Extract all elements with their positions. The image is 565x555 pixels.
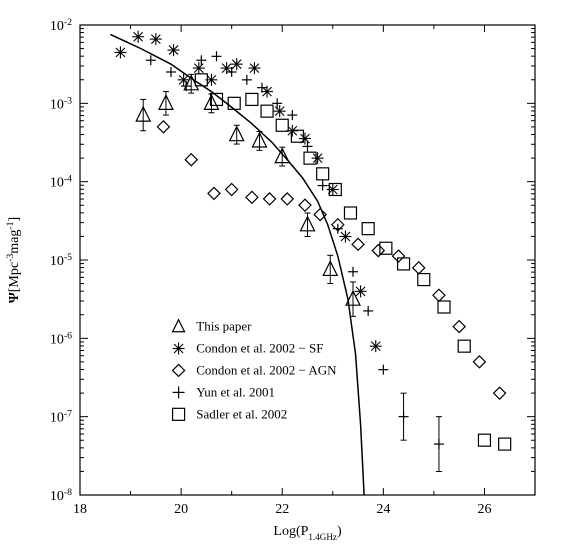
legend-label: Sadler et al. 2002 [196,406,287,421]
marker-condon_agn [157,121,169,133]
marker-sadler [228,97,240,109]
ytick-label: 10-8 [50,487,72,505]
marker-condon_agn [393,250,405,262]
legend-marker-diamond [173,364,185,376]
x-axis-label: Log(P1.4GHz) [273,524,342,542]
marker-condon_agn [185,154,197,166]
marker-sadler [499,438,511,450]
marker-sadler [344,207,356,219]
legend-label: Yun et al. 2001 [196,384,275,399]
marker-condon_agn [473,356,485,368]
ytick-label: 10-4 [50,173,72,191]
marker-condon_agn [208,187,220,199]
marker-sadler [246,93,258,105]
marker-condon_agn [246,191,258,203]
y-axis-label: Ψ[Mpc-3mag-1] [5,217,23,303]
ytick-label: 10-2 [50,17,72,35]
xtick-label: 22 [275,502,289,517]
marker-condon_agn [494,387,506,399]
chart-container: 18 20 22 24 26 Log(P1.4GHz) 10-8 10-7 10-6 10-5 10… [0,0,565,555]
ytick-label: 10-7 [50,408,72,426]
xtick-label: 18 [73,502,87,517]
ytick-label: 10-6 [50,330,72,348]
marker-sadler [362,223,374,235]
marker-sadler [478,434,490,446]
legend-label: Condon et al. 2002 − SF [196,341,323,356]
ytick-label: 10-3 [50,95,72,113]
marker-condon_agn [433,289,445,301]
ytick-label: 10-5 [50,252,72,270]
marker-sadler [418,274,430,286]
fit-line [110,34,364,495]
marker-condon_agn [352,238,364,250]
legend-label: This paper [196,319,252,334]
marker-sadler [398,258,410,270]
marker-condon_agn [453,321,465,333]
marker-condon_agn [264,193,276,205]
marker-sadler [276,119,288,131]
marker-condon_agn [413,262,425,274]
marker-condon_agn [281,193,293,205]
marker-sadler [317,168,329,180]
legend-label: Condon et al. 2002 − AGN [196,362,337,377]
marker-sadler [458,340,470,352]
plot-content [110,31,510,495]
legend-marker-square [173,408,185,420]
marker-sadler [261,105,273,117]
plot-frame [80,25,535,495]
xtick-label: 20 [174,502,188,517]
chart-svg: 18 20 22 24 26 Log(P1.4GHz) 10-8 10-7 10-6 10-5 10… [0,0,565,555]
xtick-label: 26 [477,502,491,517]
legend-marker-triangle [173,320,185,332]
marker-condon_agn [226,184,238,196]
marker-sadler [438,301,450,313]
marker-condon_agn [299,199,311,211]
xtick-label: 24 [376,502,390,517]
